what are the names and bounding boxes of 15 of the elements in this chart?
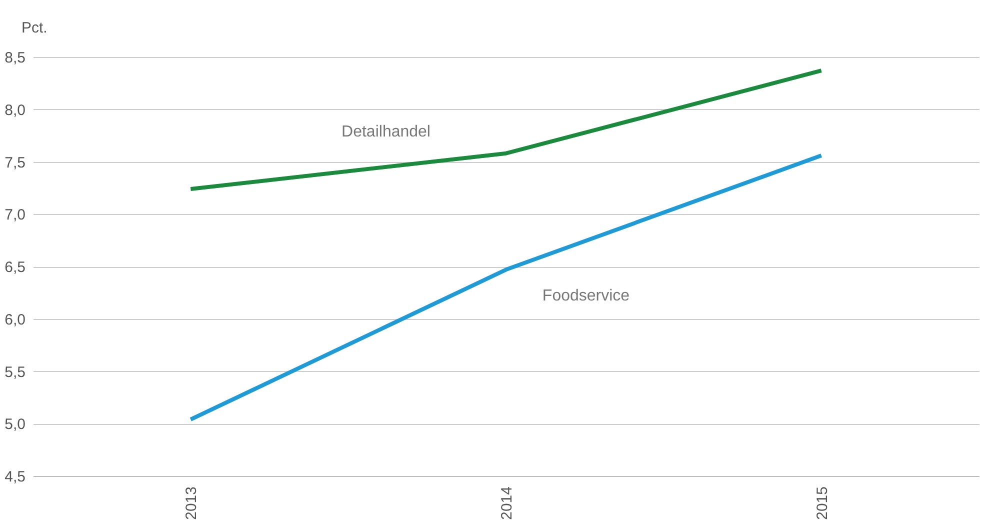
x-tick-label: 2015 bbox=[814, 486, 831, 520]
series-label: Foodservice bbox=[542, 288, 630, 305]
y-tick-label: 7,0 bbox=[4, 206, 26, 224]
y-tick-label: 8,5 bbox=[4, 50, 26, 66]
y-tick-label: 4,5 bbox=[4, 468, 26, 486]
y-tick-label: 6,0 bbox=[4, 311, 26, 328]
x-tick-label: 2013 bbox=[183, 486, 200, 520]
y-tick-label: 5,5 bbox=[4, 364, 26, 381]
x-tick-label: 2014 bbox=[498, 486, 516, 520]
y-tick-label: 7,5 bbox=[4, 154, 26, 172]
series-label: Detailhandel bbox=[342, 123, 430, 140]
y-axis-title: Pct. bbox=[22, 20, 48, 36]
y-tick-label: 5,0 bbox=[4, 416, 26, 434]
y-tick-label: 6,5 bbox=[4, 259, 26, 276]
y-tick-label: 8,0 bbox=[4, 102, 26, 119]
